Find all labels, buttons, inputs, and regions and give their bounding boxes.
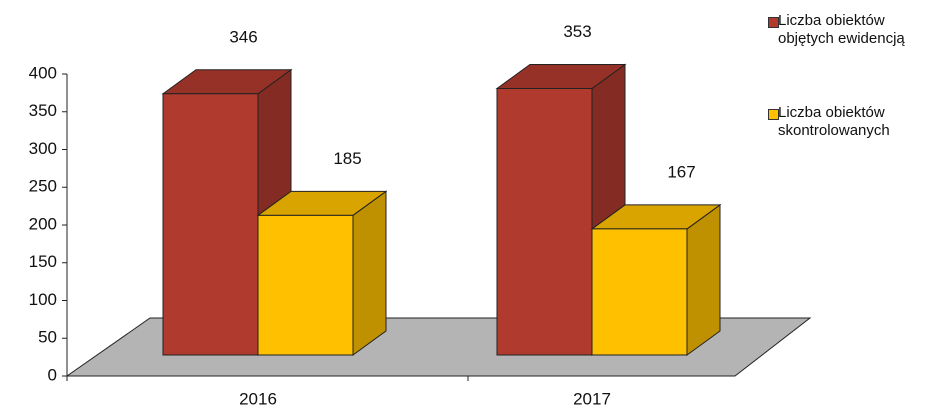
y-tick-label: 250 xyxy=(29,177,57,196)
y-tick-label: 150 xyxy=(29,252,57,271)
bar-face xyxy=(591,228,688,356)
value-label: 353 xyxy=(563,22,591,41)
y-tick-label: 350 xyxy=(29,101,57,120)
x-tick-label: 2016 xyxy=(239,389,277,408)
bar-face xyxy=(257,214,354,356)
x-tick-label: 2017 xyxy=(573,389,611,408)
bar xyxy=(256,190,388,356)
y-tick-label: 0 xyxy=(48,365,57,384)
y-tick-label: 50 xyxy=(38,328,57,347)
legend-label: Liczba obiektów skontrolowanych xyxy=(778,104,890,139)
y-tick-label: 200 xyxy=(29,214,57,233)
legend-swatch xyxy=(768,17,779,28)
y-tick-label: 100 xyxy=(29,290,57,309)
value-label: 167 xyxy=(667,162,695,181)
y-tick-label: 300 xyxy=(29,139,57,158)
value-label: 346 xyxy=(229,27,257,46)
bar-face xyxy=(496,87,593,356)
bar-face xyxy=(162,93,259,356)
value-label: 185 xyxy=(333,149,361,168)
bar xyxy=(590,203,722,356)
bar-face xyxy=(352,190,387,356)
bar-face xyxy=(686,203,721,356)
y-tick-label: 400 xyxy=(29,63,57,82)
legend-swatch xyxy=(768,109,779,120)
bar xyxy=(495,63,627,356)
legend-label: Liczba obiektów objętych ewidencją xyxy=(778,12,905,47)
